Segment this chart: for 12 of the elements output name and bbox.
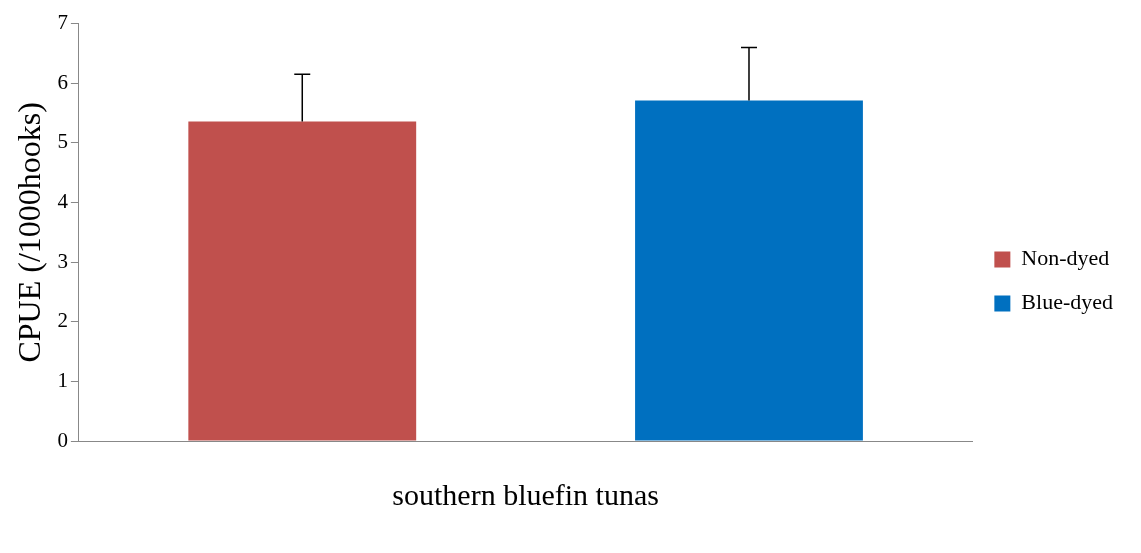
y-tick-label: 7 (57, 10, 68, 35)
y-tick-label: 2 (57, 308, 68, 333)
y-tick-label: 4 (57, 189, 69, 213)
y-tick-label: 5 (57, 129, 68, 154)
legend-label: Blue-dyed (1021, 289, 1114, 315)
y-tick-label: 3 (57, 248, 68, 273)
y-tick-label: 6 (57, 69, 68, 94)
legend-label: Non-dyed (1021, 245, 1110, 271)
y-axis-title: CPUE (/1000hooks) (10, 102, 47, 363)
y-tick-label: 0 (57, 427, 68, 452)
y-tick-label: 1 (57, 367, 68, 392)
x-tick-label: southern bluefin tunas (392, 477, 659, 511)
